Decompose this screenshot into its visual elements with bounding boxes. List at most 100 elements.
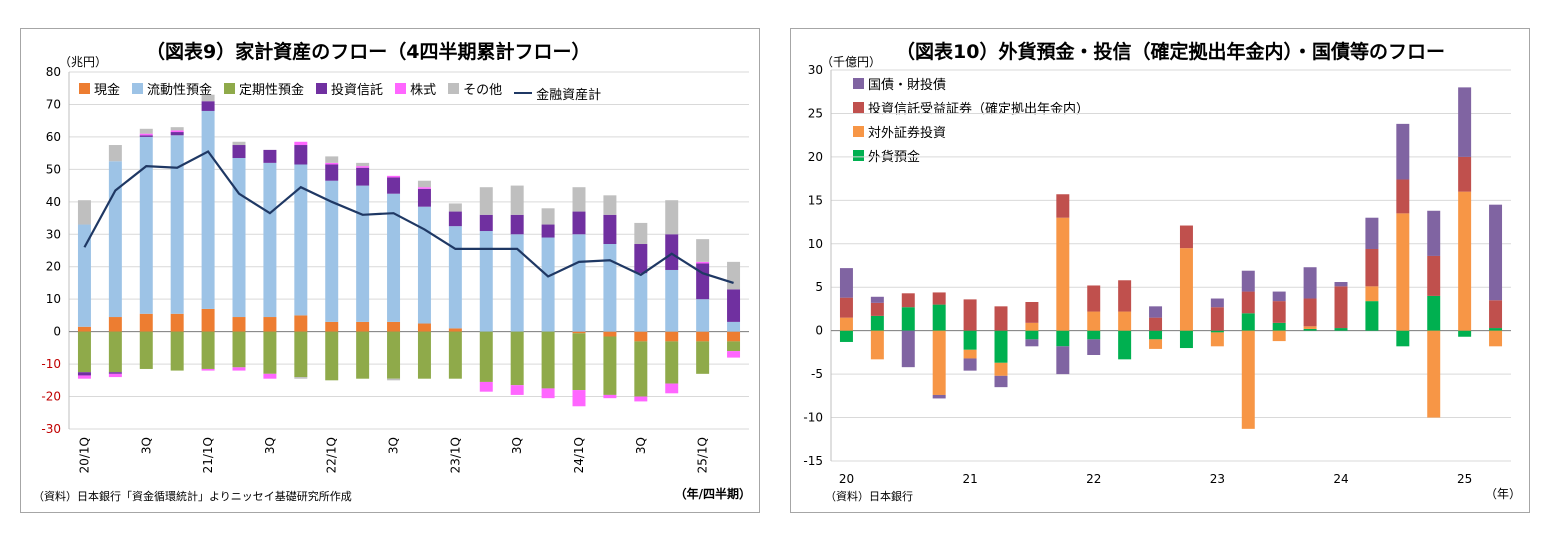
legend-item-3: 外貨預金 [853,146,1089,165]
bar---12 [448,211,462,227]
bar---8 [325,331,339,381]
bar---15 [1303,328,1317,331]
right-chart-panel: （図表10）外貨預金・投信（確定拠出年金内）・国債等のフロー （千億円） 国債・… [790,28,1530,513]
bar---7 [294,377,308,379]
bar---10 [1149,306,1163,318]
bar---3 [170,135,184,314]
bar---15 [1303,326,1317,329]
bar---17 [1365,217,1379,249]
legend-label: 現金 [94,83,121,98]
bar---0 [77,375,91,379]
bar---15 [541,388,555,399]
bar---13 [1241,291,1255,314]
bar---15 [541,208,555,225]
y-tick-label: 15 [808,193,823,207]
legend-label: 国債・財投債 [868,78,947,93]
bar---2 [901,293,915,308]
bar---21 [727,321,741,332]
bar---18 [1396,330,1410,347]
bar---18 [634,396,648,402]
bar---13 [1241,313,1255,331]
legend-item-6: 金融資産計 [514,84,601,103]
bar---4 [201,308,215,332]
bar---12 [1210,298,1224,308]
y-tick-label: 20 [46,260,61,274]
bar---6 [263,331,277,374]
bar---18 [1396,179,1410,214]
bar---15 [541,237,555,332]
bar---18 [1396,213,1410,331]
bar---1 [870,330,884,360]
y-tick-label: 0 [815,324,823,338]
bar---16 [572,331,586,334]
right-chart-title: （図表10）外貨預金・投信（確定拠出年金内）・国債等のフロー [896,41,1445,63]
line-series-total [83,150,734,285]
bar---9 [1118,280,1132,312]
right-source-note: （資料）日本銀行 [825,490,913,503]
legend-label: 外貨預金 [868,150,921,165]
bar---16 [572,187,586,212]
legend-item-0: 国債・財投債 [853,74,1089,93]
bar---19 [1427,255,1441,296]
bar---0 [77,372,91,376]
legend-swatch [853,78,864,89]
bar---4 [201,101,215,111]
bar---21 [1489,300,1503,329]
bar---4 [201,94,215,102]
bar---3 [170,130,184,133]
bar---0 [77,326,91,332]
bar---18 [634,244,648,274]
bar---6 [263,373,277,379]
bar---19 [665,200,679,235]
legend-item-5: その他 [448,79,502,98]
bar---3 [170,127,184,131]
bar---20 [1458,87,1472,157]
x-tick-label: 23 [1210,472,1225,486]
y-tick-label: 40 [46,195,61,209]
bar---13 [479,331,493,382]
y-tick-label: -30 [41,422,61,436]
bar---21 [727,289,741,322]
bar---3 [170,331,184,371]
x-tick-label: 21 [962,472,977,486]
bar---5 [994,330,1008,363]
bar---13 [1241,330,1255,429]
bar---20 [1458,330,1472,337]
y-tick-label: 80 [46,65,61,79]
bar---21 [1489,204,1503,301]
bar---9 [356,185,370,322]
bar---2 [901,307,915,331]
bar---1 [108,331,122,373]
bar---12 [448,226,462,329]
bar---0 [839,297,853,318]
y-tick-label: 30 [808,63,823,77]
bar---2 [139,133,153,136]
bar---17 [603,244,617,332]
bar---1 [870,315,884,331]
y-tick-label: 20 [808,150,823,164]
bar---0 [839,268,853,298]
legend-label: 金融資産計 [536,87,602,103]
bar---5 [994,362,1008,376]
bar---21 [727,351,741,358]
bar---12 [448,203,462,212]
bar---5 [232,158,246,318]
legend-label: 流動性預金 [147,83,213,98]
x-tick-label: 21/1Q [201,437,215,473]
bar---14 [510,214,524,235]
bar---16 [1334,286,1348,329]
x-tick-label: 20/1Q [77,437,91,473]
x-tick-label: 3Q [510,437,524,454]
bar---9 [356,162,370,167]
right-x-unit: （年） [1484,487,1521,501]
bar---2 [139,128,153,134]
left-chart-svg: -30 -20 -10 0 10 20 30 40 50 60 70 80 20/1Q 3Q 21/1Q 3Q… [41,65,749,473]
bar---20 [696,341,710,374]
bar---6 [1025,301,1039,323]
legend-swatch [79,83,90,94]
bar---3 [932,330,946,395]
bar---8 [1087,339,1101,355]
y-tick-label: 50 [46,162,61,176]
bar---5 [232,141,246,146]
y-tick-label: 30 [46,227,61,241]
